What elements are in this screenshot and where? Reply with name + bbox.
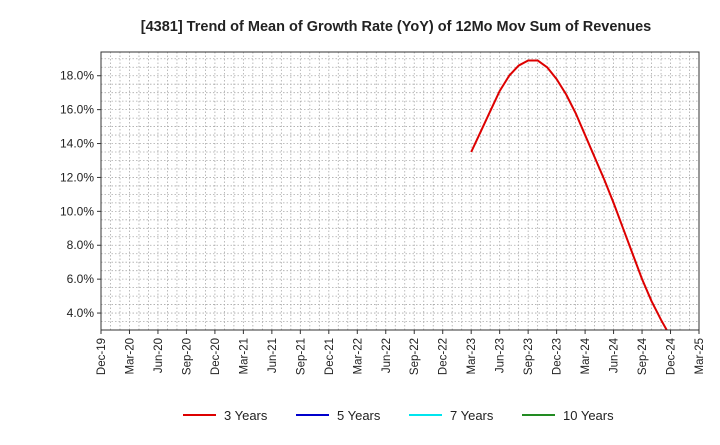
y-tick-label: 12.0% — [60, 170, 94, 184]
x-tick-label: Sep-22 — [409, 338, 421, 375]
legend-label-5-years: 5 Years — [337, 408, 381, 423]
x-tick-label: Jun-20 — [153, 338, 165, 373]
grid-lines — [101, 52, 699, 330]
y-tick-label: 8.0% — [67, 238, 95, 252]
x-tick-label: Sep-24 — [637, 337, 649, 375]
x-tick-label: Jun-22 — [381, 338, 393, 373]
y-tick-label: 18.0% — [60, 69, 94, 83]
legend-label-7-years: 7 Years — [450, 408, 494, 423]
x-tick-label: Dec-23 — [552, 338, 564, 375]
x-tick-label: Mar-23 — [466, 338, 478, 374]
x-tick-label: Mar-22 — [352, 338, 364, 374]
legend: 3 Years 5 Years 7 Years 10 Years — [183, 408, 614, 423]
legend-label-3-years: 3 Years — [224, 408, 268, 423]
y-tick-label: 10.0% — [60, 204, 94, 218]
x-tick-label: Dec-22 — [438, 338, 450, 375]
x-tick-label: Dec-20 — [210, 338, 222, 375]
x-tick-label: Sep-21 — [295, 338, 307, 375]
x-tick-label: Mar-24 — [580, 337, 592, 374]
x-tick-label: Dec-24 — [666, 337, 678, 375]
x-tick-label: Mar-21 — [238, 338, 250, 374]
y-tick-label: 14.0% — [60, 137, 94, 151]
x-tick-label: Jun-23 — [495, 338, 507, 373]
x-tick-label: Jun-21 — [267, 338, 279, 373]
plot-area-frame — [100, 51, 700, 331]
x-tick-label: Dec-19 — [96, 338, 108, 375]
series-lines — [470, 59, 668, 330]
x-tick-label: Sep-23 — [523, 338, 535, 375]
y-tick-label: 4.0% — [67, 306, 95, 320]
chart-title: [4381] Trend of Mean of Growth Rate (YoY… — [141, 19, 652, 35]
y-tick-label: 16.0% — [60, 103, 94, 117]
x-axis-ticks: Dec-19 Mar-20 Jun-20 Sep-20 Dec-20 Mar-21 Jun-… — [96, 330, 706, 375]
x-tick-label: Mar-20 — [124, 338, 136, 374]
y-tick-label: 6.0% — [67, 272, 95, 286]
x-tick-label: Mar-25 — [694, 338, 706, 374]
series-line-3-years — [470, 59, 668, 330]
x-tick-label: Dec-21 — [324, 338, 336, 375]
legend-label-10-years: 10 Years — [563, 408, 614, 423]
y-axis-ticks: 4.0% 6.0% 8.0% 10.0% 12.0% 14.0% 16.0% 18.0% — [60, 69, 101, 320]
x-tick-label: Jun-24 — [609, 337, 621, 373]
x-tick-label: Sep-20 — [181, 338, 193, 375]
